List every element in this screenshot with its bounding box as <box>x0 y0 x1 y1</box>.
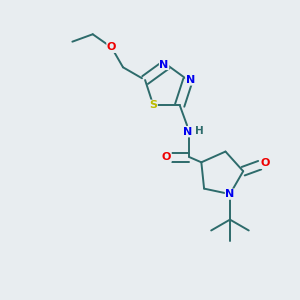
Text: O: O <box>162 152 171 162</box>
Text: N: N <box>183 127 192 136</box>
Text: O: O <box>260 158 269 168</box>
Text: N: N <box>160 59 169 70</box>
Text: N: N <box>186 75 195 85</box>
Text: S: S <box>149 100 157 110</box>
Text: H: H <box>195 126 204 136</box>
Text: N: N <box>225 189 235 199</box>
Text: O: O <box>107 42 116 52</box>
